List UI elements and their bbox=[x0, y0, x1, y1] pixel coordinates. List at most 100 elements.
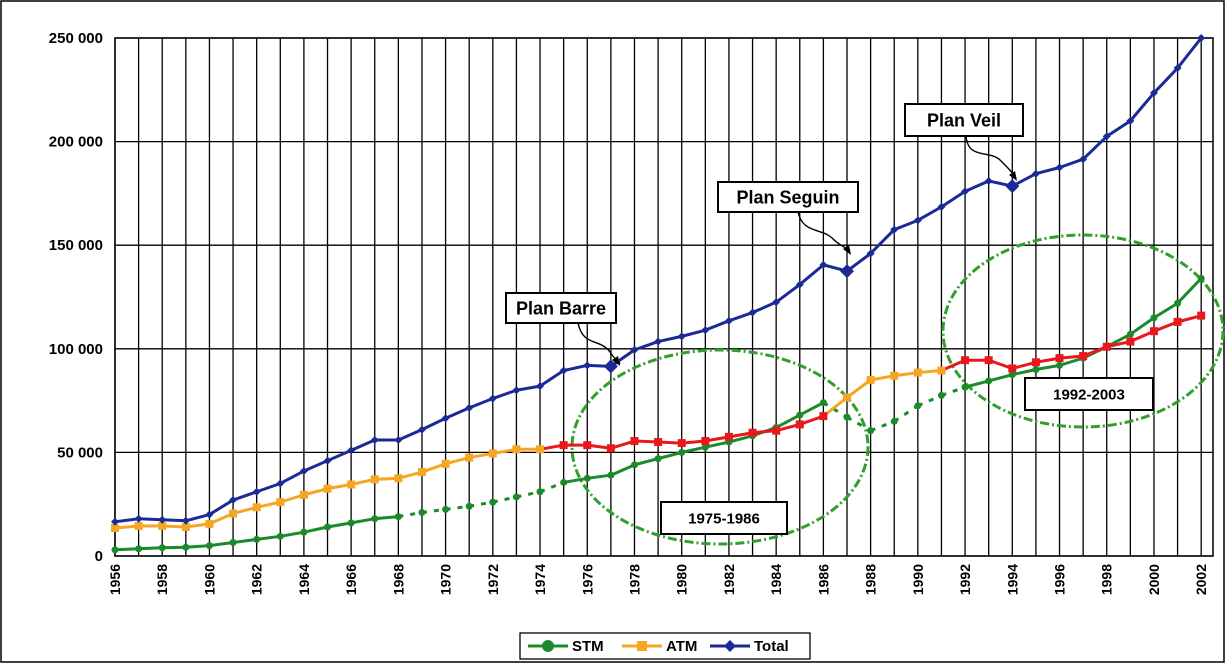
x-tick-label: 2002 bbox=[1193, 564, 1209, 595]
data-point-stm bbox=[843, 413, 851, 421]
x-tick-label: 1974 bbox=[532, 564, 548, 595]
data-point-total bbox=[299, 467, 308, 476]
series-line-segment bbox=[964, 379, 990, 389]
data-point-total bbox=[724, 316, 733, 325]
data-point-atm bbox=[583, 441, 592, 450]
data-point-stm bbox=[1197, 274, 1205, 282]
data-point-stm bbox=[1008, 371, 1016, 379]
data-point-stm bbox=[890, 417, 898, 425]
data-point-atm bbox=[630, 437, 639, 446]
data-point-atm bbox=[890, 371, 899, 380]
data-point-atm bbox=[1031, 358, 1040, 367]
series-line-segment bbox=[563, 476, 588, 484]
data-point-total bbox=[677, 332, 686, 341]
period-1992-2003-label: 1992-2003 bbox=[1024, 377, 1154, 411]
period-1992-2003-ellipse bbox=[941, 233, 1225, 429]
data-point-atm bbox=[961, 356, 970, 365]
series-line-segment bbox=[1176, 37, 1203, 69]
data-point-total bbox=[984, 176, 993, 185]
data-point-total bbox=[748, 308, 757, 317]
series-line-segment bbox=[516, 490, 541, 499]
series-line-segment bbox=[846, 415, 872, 432]
data-point-total bbox=[603, 359, 618, 374]
data-point-atm bbox=[559, 441, 568, 450]
data-point-total bbox=[795, 280, 804, 289]
series-line-segment bbox=[468, 397, 494, 410]
data-point-stm bbox=[1150, 314, 1158, 322]
series-line-segment bbox=[705, 440, 730, 449]
series-line-segment bbox=[917, 205, 943, 222]
data-point-atm bbox=[1173, 317, 1182, 326]
data-point-stm bbox=[182, 543, 190, 551]
data-point-atm bbox=[1079, 352, 1088, 361]
data-point-atm bbox=[181, 522, 190, 531]
series-line-segment bbox=[539, 481, 565, 494]
data-point-stm bbox=[394, 513, 402, 521]
series-line-segment bbox=[138, 517, 163, 522]
series-line-segment bbox=[870, 419, 895, 433]
series-line-segment bbox=[633, 340, 659, 352]
plan-veil-callout-box bbox=[904, 103, 1024, 137]
x-tick-label: 1984 bbox=[768, 564, 784, 595]
data-point-atm bbox=[417, 468, 426, 477]
data-point-total bbox=[1149, 88, 1158, 97]
data-point-atm bbox=[724, 432, 733, 441]
data-point-stm bbox=[560, 478, 568, 486]
data-point-total bbox=[536, 382, 545, 391]
series-line-segment bbox=[232, 490, 258, 502]
series-line-segment bbox=[279, 469, 305, 485]
series-line-segment bbox=[587, 473, 612, 480]
data-point-atm bbox=[913, 368, 922, 377]
legend-marker-stm bbox=[542, 640, 554, 652]
series-line-segment bbox=[185, 513, 210, 523]
series-line-segment bbox=[539, 369, 565, 388]
data-point-stm bbox=[229, 539, 237, 547]
x-tick-label: 1964 bbox=[296, 564, 312, 595]
x-tick-label: 1978 bbox=[626, 564, 642, 595]
series-line-segment bbox=[350, 438, 376, 452]
data-point-stm bbox=[1174, 299, 1182, 307]
series-line-segment bbox=[681, 445, 706, 454]
data-point-atm bbox=[370, 475, 379, 484]
plan-seguin-arrow-head bbox=[843, 245, 851, 255]
axes: 0 50 000 100 000 150 000 200 000 250 000 1956 1… bbox=[49, 30, 1209, 595]
series-line-segment bbox=[704, 319, 730, 332]
data-point-atm bbox=[772, 426, 781, 435]
series-line-segment bbox=[114, 517, 139, 524]
plan-barre-callout-label: Plan Barre bbox=[516, 298, 606, 318]
data-point-total bbox=[252, 487, 261, 496]
data-point-total bbox=[394, 435, 403, 444]
series-stm bbox=[111, 274, 1205, 554]
x-tick-label: 1998 bbox=[1099, 564, 1115, 595]
x-tick-label: 1990 bbox=[910, 564, 926, 595]
data-point-total bbox=[1055, 163, 1064, 172]
series-line-segment bbox=[1129, 91, 1156, 122]
x-tick-label: 1976 bbox=[579, 564, 595, 595]
y-tick-label: 200 000 bbox=[49, 134, 103, 151]
series-line-segment bbox=[1082, 135, 1108, 161]
data-point-stm bbox=[630, 461, 638, 469]
data-point-stm bbox=[654, 455, 662, 463]
data-point-total bbox=[583, 361, 592, 370]
plot-area bbox=[114, 37, 1214, 557]
data-point-total bbox=[1005, 179, 1020, 194]
series-atm bbox=[111, 311, 1206, 533]
series-line-segment bbox=[374, 515, 399, 521]
legend-marker-total bbox=[724, 640, 736, 652]
data-point-stm bbox=[300, 528, 308, 536]
data-point-stm bbox=[607, 471, 615, 479]
data-point-total bbox=[937, 202, 946, 211]
data-point-atm bbox=[299, 490, 308, 499]
data-point-atm bbox=[1197, 311, 1206, 320]
series-line-segment bbox=[634, 457, 659, 467]
data-point-stm bbox=[276, 532, 284, 540]
x-tick-label: 1956 bbox=[107, 564, 123, 595]
data-point-stm bbox=[867, 427, 875, 435]
series-line-segment bbox=[114, 547, 139, 552]
series-line-segment bbox=[798, 263, 825, 286]
data-point-atm bbox=[323, 484, 332, 493]
data-point-stm bbox=[961, 383, 969, 391]
series-line-segment bbox=[940, 190, 966, 209]
data-point-atm bbox=[843, 393, 851, 402]
